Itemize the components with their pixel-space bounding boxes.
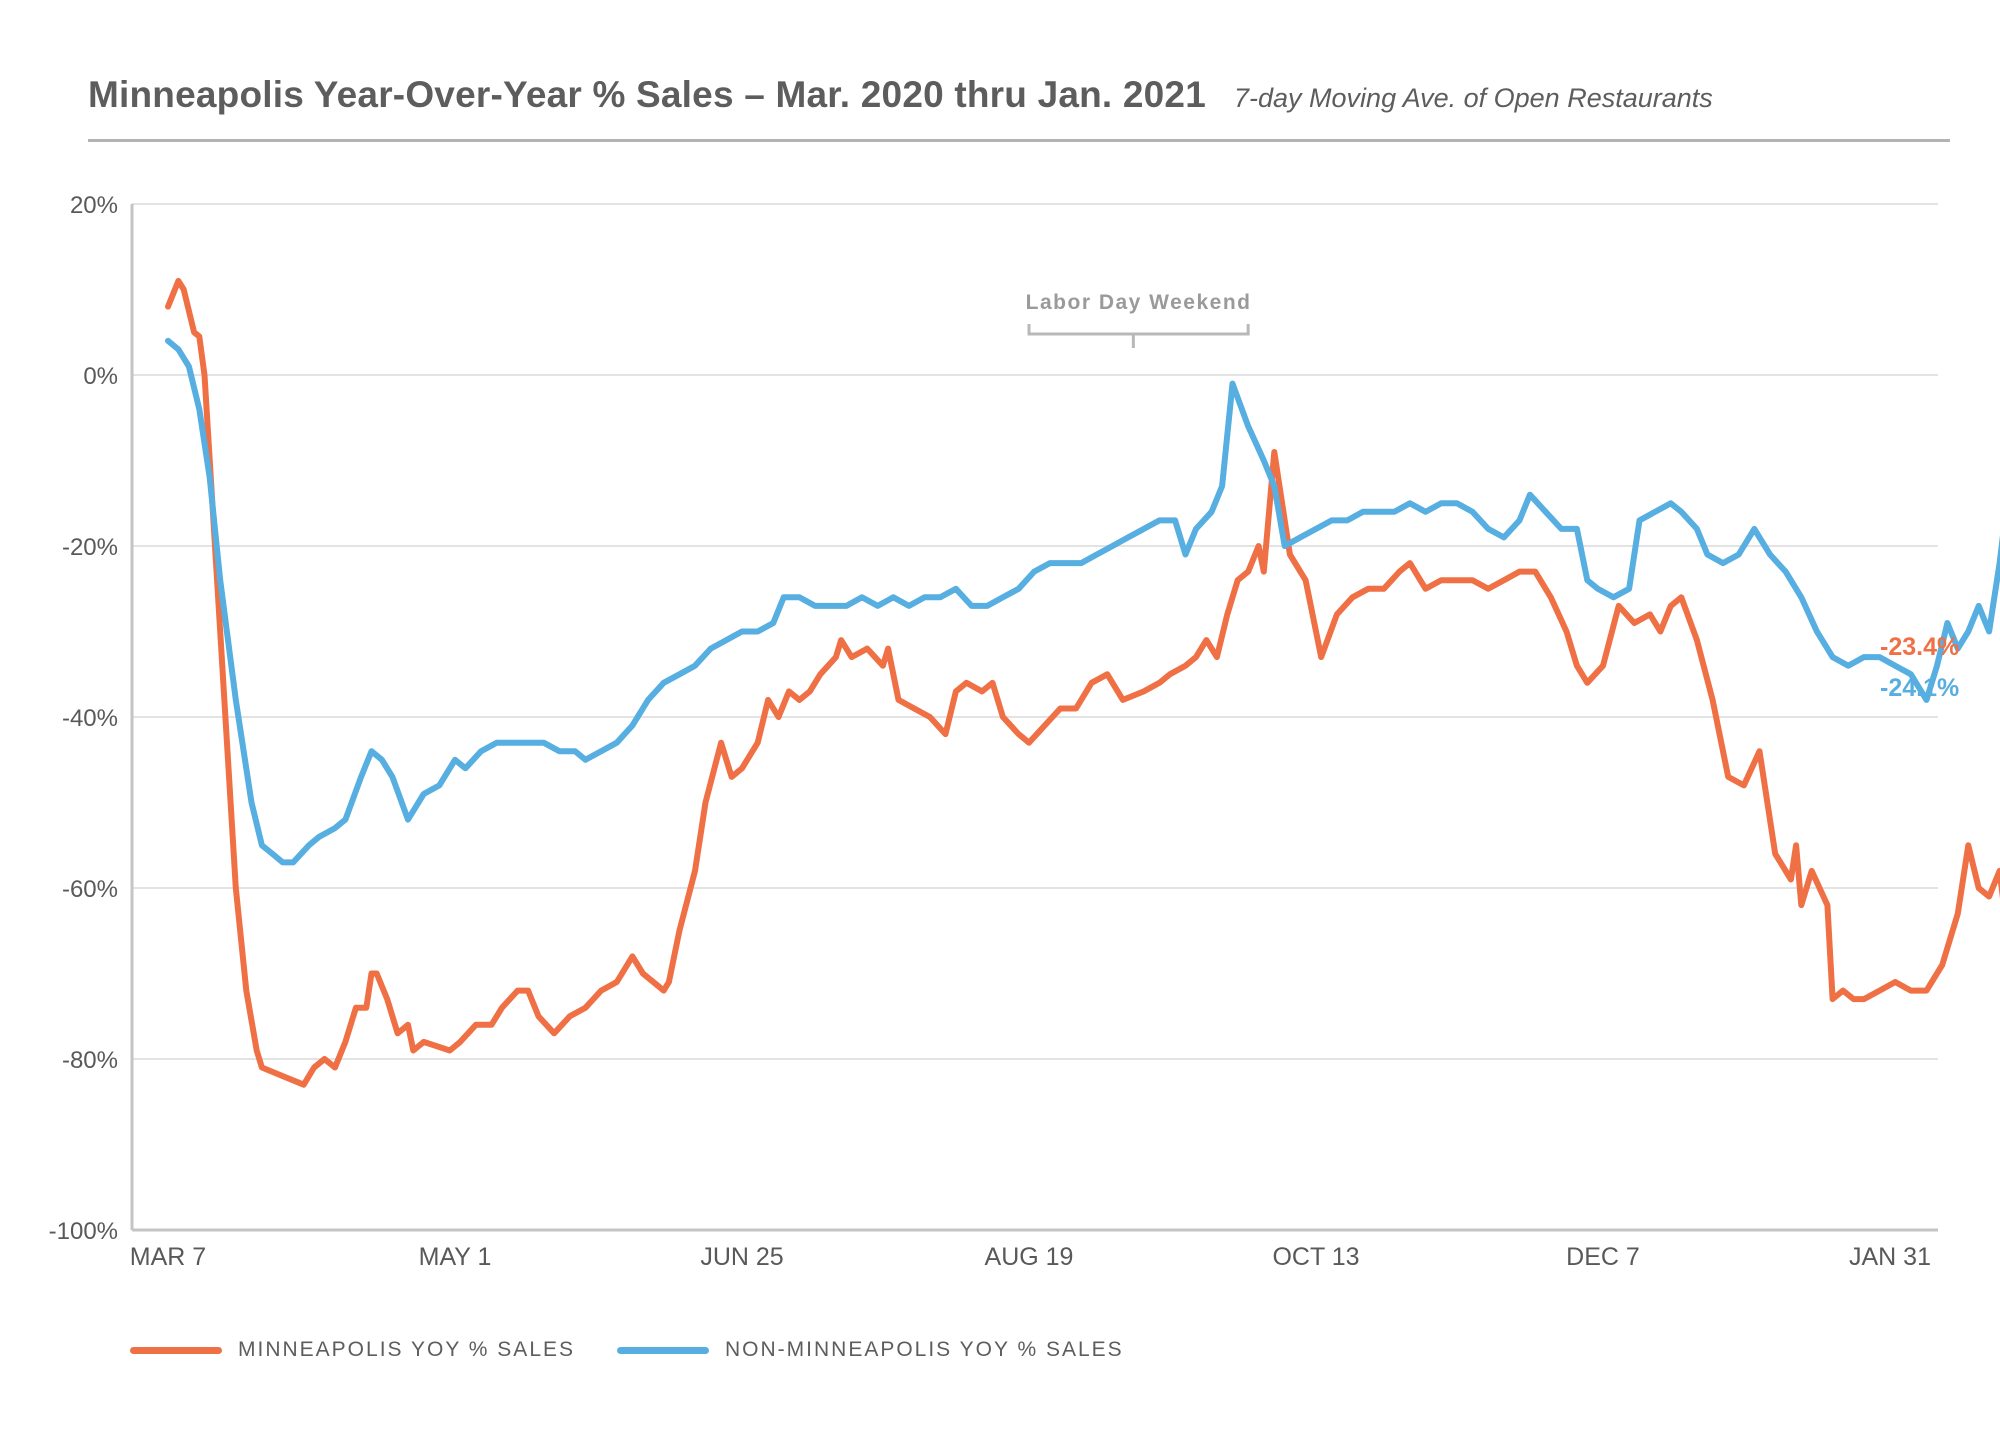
- series-lines: [165, 277, 2000, 1088]
- series-line-non-minneapolis: [165, 337, 2000, 866]
- legend-label-non-minneapolis: NON-MINNEAPOLIS YOY % SALES: [725, 1338, 1124, 1361]
- grid-lines: [132, 203, 1938, 1060]
- x-tick-label: MAR 7: [130, 1243, 206, 1271]
- end-label-non-minneapolis: -24.1%: [1880, 674, 1959, 702]
- x-tick-label: AUG 19: [985, 1243, 1074, 1271]
- labor-day-annotation: Labor Day Weekend: [1026, 291, 1252, 348]
- x-axis-ticks: MAR 7 MAY 1 JUN 25 AUG 19 OCT 13 DEC 7 JAN 31: [130, 1243, 1931, 1271]
- y-axis-ticks: 20% 0% -20% -40% -60% -80% -100%: [49, 192, 118, 1245]
- y-tick-label: -60%: [62, 876, 118, 903]
- end-label-minneapolis: -23.4%: [1880, 633, 1959, 661]
- header-divider: [88, 139, 1950, 142]
- x-tick-label: JAN 31: [1849, 1243, 1931, 1271]
- x-tick-label: DEC 7: [1566, 1243, 1640, 1271]
- legend-item-non-minneapolis: NON-MINNEAPOLIS YOY % SALES: [617, 1338, 1124, 1362]
- chart-header: Minneapolis Year-Over-Year % Sales – Mar…: [88, 74, 1713, 116]
- chart-subtitle: 7-day Moving Ave. of Open Restaurants: [1234, 83, 1713, 113]
- x-tick-label: JUN 25: [700, 1243, 783, 1271]
- y-tick-label: -80%: [62, 1047, 118, 1074]
- y-tick-label: 20%: [70, 192, 118, 219]
- chart-title: Minneapolis Year-Over-Year % Sales – Mar…: [88, 74, 1206, 115]
- x-tick-label: MAY 1: [419, 1243, 492, 1271]
- series-line-minneapolis: [165, 277, 2000, 1088]
- annotation-bracket: [1027, 324, 1250, 348]
- annotation-label: Labor Day Weekend: [1026, 291, 1252, 314]
- legend-label-minneapolis: MINNEAPOLIS YOY % SALES: [238, 1338, 576, 1361]
- y-tick-label: -40%: [62, 705, 118, 732]
- legend-item-minneapolis: MINNEAPOLIS YOY % SALES: [130, 1338, 575, 1362]
- axes: [130, 204, 1938, 1232]
- legend-swatch-minneapolis: [130, 1346, 222, 1354]
- legend-swatch-non-minneapolis: [617, 1346, 709, 1354]
- end-value-labels: -23.4% -24.1%: [1880, 633, 1959, 702]
- x-tick-label: OCT 13: [1272, 1243, 1359, 1271]
- y-tick-label: 0%: [83, 363, 118, 390]
- y-tick-label: -20%: [62, 534, 118, 561]
- y-tick-label: -100%: [49, 1218, 118, 1245]
